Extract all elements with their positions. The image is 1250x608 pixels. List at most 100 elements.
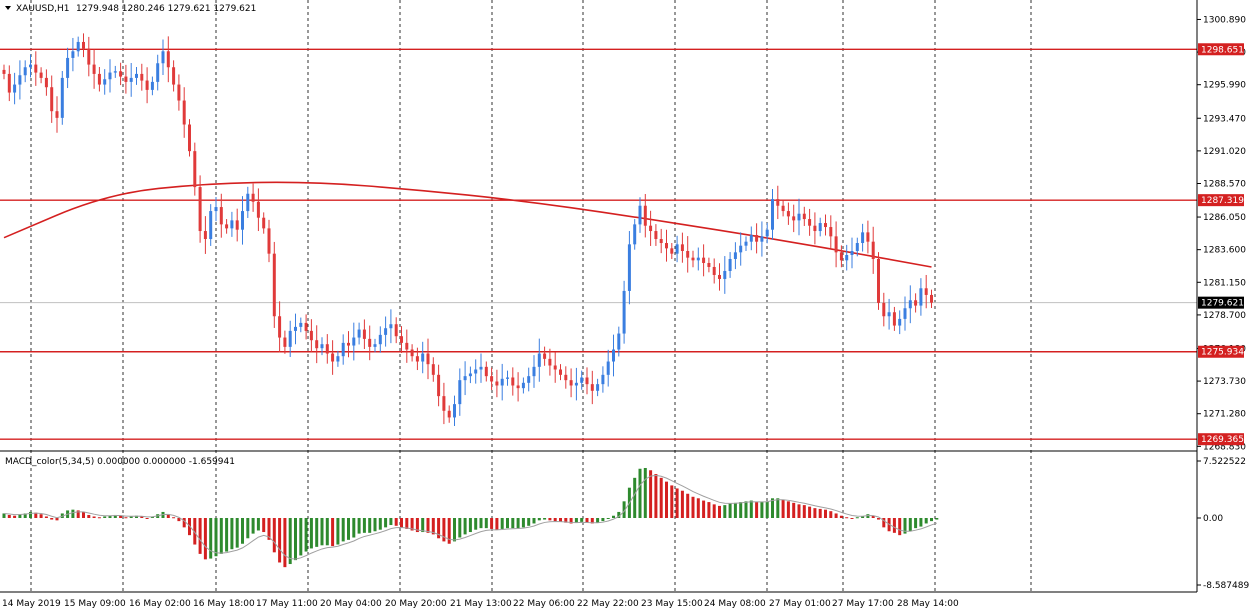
- macd-bar: [55, 518, 59, 521]
- triangle-down-icon[interactable]: [5, 6, 11, 10]
- candle-body: [718, 274, 721, 279]
- candle-body: [373, 344, 377, 347]
- macd-bar: [474, 518, 478, 530]
- macd-bar: [728, 503, 732, 518]
- candle-body: [119, 71, 123, 77]
- macd-bar: [2, 513, 6, 518]
- candle-body: [543, 353, 547, 359]
- candle-body: [765, 229, 769, 237]
- candle-body: [241, 211, 244, 230]
- candle-body: [235, 220, 239, 230]
- macd-label: MACD_color(5,34,5) 0.000000 0.000000 -1.…: [5, 457, 235, 467]
- macd-bar: [458, 518, 462, 538]
- candle-body: [230, 220, 234, 229]
- price-tick-label: 1268.830: [1203, 442, 1246, 452]
- candle-body: [145, 80, 149, 90]
- candle-body: [272, 253, 276, 317]
- macd-bar: [903, 518, 907, 534]
- candle-body: [172, 67, 176, 85]
- macd-bar: [331, 518, 335, 547]
- time-tick-label: 16 May 02:00: [129, 599, 191, 608]
- macd-bar: [246, 518, 250, 539]
- macd-bar: [564, 518, 568, 523]
- macd-bar: [166, 514, 170, 518]
- macd-bar: [320, 518, 324, 546]
- level-price-label: 1298.651: [1201, 45, 1244, 55]
- candle-body: [622, 290, 626, 334]
- candle-body: [808, 219, 812, 226]
- macd-tick-label: -8.587489: [1203, 581, 1249, 591]
- candle-body: [760, 236, 764, 242]
- macd-bar: [808, 506, 812, 518]
- macd-bar: [198, 518, 202, 554]
- macd-bar: [304, 518, 308, 552]
- candle-body: [749, 235, 753, 242]
- macd-bar: [357, 518, 361, 534]
- time-tick-label: 24 May 08:00: [704, 599, 766, 608]
- candle-body: [829, 227, 833, 237]
- candle-body: [161, 51, 165, 64]
- candle-body: [792, 216, 796, 221]
- candle-body: [665, 243, 668, 249]
- candle-body: [431, 364, 435, 375]
- macd-bar: [209, 518, 213, 559]
- candle-body: [548, 358, 552, 366]
- macd-bar: [389, 518, 393, 526]
- time-tick-label: 20 May 20:00: [385, 599, 447, 608]
- candle-body: [903, 308, 907, 319]
- macd-bar: [839, 515, 843, 518]
- macd-bar: [792, 502, 796, 518]
- candle-body: [670, 248, 674, 254]
- macd-bar: [824, 509, 827, 518]
- time-tick-label: 27 May 01:00: [769, 599, 831, 608]
- candle-body: [447, 410, 451, 418]
- macd-bar: [421, 518, 425, 533]
- macd-bar: [718, 505, 721, 518]
- candle-body: [786, 211, 790, 217]
- price-tick-label: 1271.280: [1203, 410, 1246, 420]
- candle-body: [315, 340, 319, 349]
- macd-bar: [92, 516, 96, 518]
- candle-body: [601, 374, 605, 385]
- candle-body: [262, 217, 266, 229]
- macd-bar: [606, 518, 610, 519]
- macd-bar: [638, 468, 642, 518]
- macd-bar: [378, 518, 382, 530]
- time-tick-label: 22 May 22:00: [577, 599, 639, 608]
- time-tick-label: 16 May 18:00: [193, 599, 255, 608]
- macd-bar: [882, 518, 886, 528]
- macd-bar: [44, 516, 48, 518]
- candle-body: [309, 330, 313, 341]
- candle-body: [728, 258, 732, 271]
- current-price-label: 1279.621: [1201, 299, 1244, 309]
- macd-bar: [521, 518, 525, 528]
- candle-body: [495, 381, 499, 386]
- candle-body: [453, 404, 456, 418]
- candle-body: [394, 324, 398, 337]
- level-price-tag: [1198, 194, 1244, 207]
- candle-body: [23, 67, 27, 76]
- candle-body: [405, 342, 409, 350]
- macd-bar: [511, 518, 515, 529]
- candle-body: [283, 337, 287, 347]
- candle-body: [659, 239, 663, 244]
- macd-bar: [50, 518, 54, 520]
- macd-bar: [845, 517, 849, 519]
- macd-bar: [654, 474, 658, 518]
- moving-average: [3, 181, 932, 268]
- macd-bar: [670, 485, 674, 518]
- macd-bar: [580, 518, 584, 522]
- macd-bar: [251, 518, 255, 534]
- macd-bar: [850, 518, 854, 519]
- candle-body: [834, 236, 838, 253]
- chart-header: XAUUSD,H1 1279.948 1280.246 1279.621 127…: [5, 4, 256, 14]
- candle-body: [29, 64, 32, 68]
- macd-bar: [13, 515, 17, 518]
- macd-bar: [696, 498, 700, 518]
- macd-bar: [113, 514, 117, 518]
- macd-bar: [574, 518, 578, 523]
- price-tick-label: 1273.730: [1203, 377, 1246, 387]
- macd-bar: [182, 518, 186, 528]
- candle-body: [156, 63, 160, 82]
